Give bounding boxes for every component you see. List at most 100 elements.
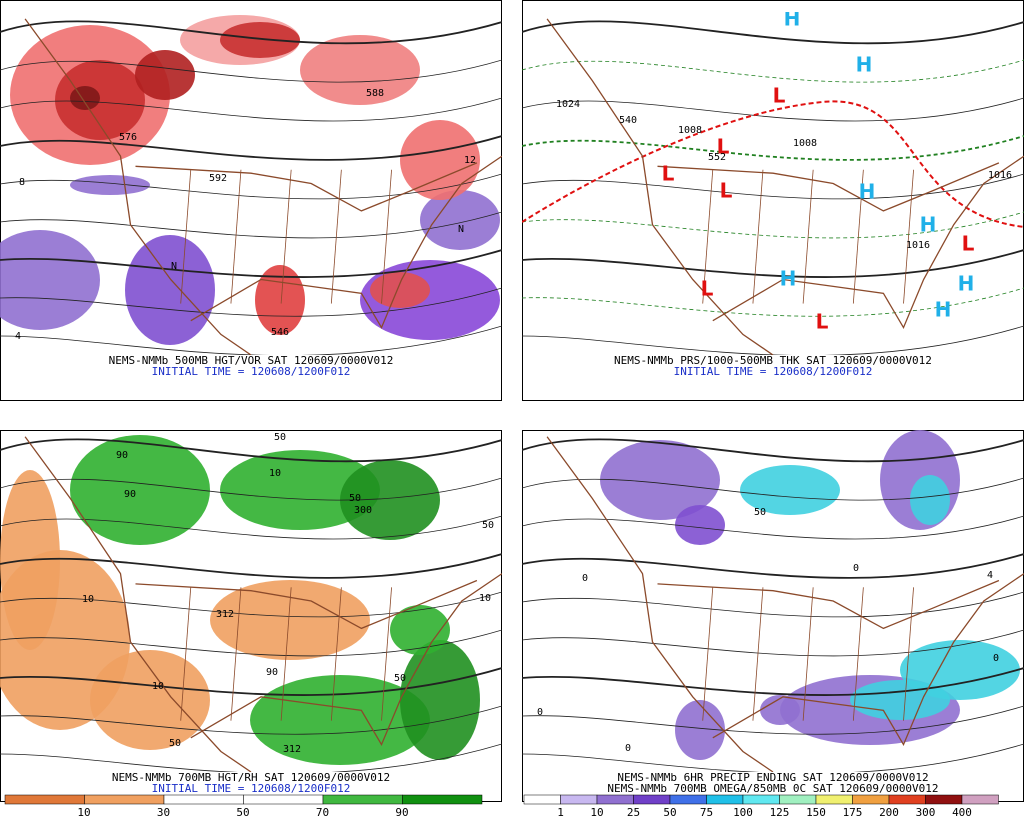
map-label: L bbox=[701, 277, 714, 301]
contour bbox=[0, 249, 502, 278]
map-label: 1008 bbox=[793, 138, 817, 149]
map-area: 592 588 576 546 8 12 4 N N bbox=[0, 15, 502, 355]
colorbar-cell bbox=[669, 794, 707, 805]
map-label: 8 bbox=[19, 177, 25, 188]
state-line bbox=[802, 587, 814, 721]
panel-subtitle: INITIAL TIME = 120608/1200F012 bbox=[674, 365, 873, 378]
colorbar-label: 10 bbox=[590, 806, 603, 819]
state-line bbox=[852, 587, 864, 721]
state-line bbox=[280, 587, 292, 721]
state-line bbox=[852, 169, 864, 304]
map-panel: 592 588 576 546 8 12 4 N N NEMS-NMMb 500MB HGT/VO… bbox=[0, 0, 502, 401]
map-label: 12 bbox=[464, 155, 476, 166]
map-label: L bbox=[773, 84, 786, 108]
contour bbox=[0, 743, 502, 772]
shaded-area bbox=[125, 235, 215, 345]
map-label: H bbox=[935, 298, 952, 322]
contour bbox=[0, 287, 502, 317]
map-panel: 909050105030031210105090503121050NEMS-NM… bbox=[0, 430, 502, 802]
contour bbox=[522, 173, 1024, 200]
colorbar-label: 90 bbox=[395, 806, 408, 819]
shaded-area bbox=[70, 435, 210, 545]
state-line bbox=[752, 169, 764, 304]
boundary bbox=[190, 155, 502, 330]
map-label: 312 bbox=[216, 609, 234, 620]
map-label: 1008 bbox=[678, 125, 702, 136]
state-line bbox=[702, 169, 714, 304]
panel-subtitle: INITIAL TIME = 120608/1200F012 bbox=[152, 782, 351, 795]
state-line bbox=[381, 169, 392, 304]
map-label: 10 bbox=[152, 681, 164, 692]
shaded-area bbox=[740, 465, 840, 515]
panel-title: NEMS-NMMb PRS/1000-500MB THK SAT 120609/… bbox=[614, 354, 932, 367]
map-label: 1024 bbox=[556, 99, 580, 110]
colorbar-label: 75 bbox=[700, 806, 713, 819]
shaded-area bbox=[300, 35, 420, 105]
shaded-area bbox=[220, 450, 380, 530]
contour bbox=[0, 667, 502, 696]
state-line bbox=[180, 587, 192, 721]
boundary bbox=[135, 162, 478, 212]
state-line bbox=[381, 587, 392, 721]
colorbar-cell bbox=[402, 794, 483, 805]
shaded-area bbox=[70, 175, 150, 195]
shaded-area bbox=[600, 440, 720, 520]
contour bbox=[522, 211, 1024, 239]
shaded-area bbox=[340, 460, 440, 540]
contour bbox=[522, 59, 1024, 83]
boundary bbox=[657, 579, 1000, 630]
shaded-area bbox=[400, 640, 480, 760]
contour bbox=[522, 249, 1024, 278]
colorbar-label: 125 bbox=[770, 806, 790, 819]
contour bbox=[522, 477, 1024, 501]
map-label: 540 bbox=[619, 115, 637, 126]
contour bbox=[0, 477, 502, 501]
shaded-area bbox=[255, 265, 305, 335]
shaded-area bbox=[220, 22, 300, 58]
map-label: L bbox=[662, 162, 675, 186]
shaded-area bbox=[70, 86, 100, 110]
panel-title: NEMS-NMMb 6HR PRECIP ENDING SAT 120609/0… bbox=[617, 771, 928, 784]
colorbar-cell bbox=[925, 794, 963, 805]
colorbar-cell bbox=[706, 794, 744, 805]
colorbar-cell bbox=[4, 794, 85, 805]
map-label: 50 bbox=[754, 507, 766, 518]
map-label: L bbox=[816, 310, 829, 334]
contour bbox=[522, 667, 1024, 696]
state-line bbox=[280, 169, 292, 304]
contour bbox=[522, 135, 1024, 161]
map-label: H bbox=[958, 272, 975, 296]
shaded-area bbox=[675, 700, 725, 760]
map-label: 50 bbox=[482, 520, 494, 531]
contour bbox=[0, 173, 502, 200]
shaded-area bbox=[55, 60, 145, 140]
contour bbox=[0, 591, 502, 618]
contour bbox=[522, 553, 1024, 579]
colorbar-cell bbox=[84, 794, 165, 805]
contour bbox=[522, 515, 1024, 540]
colorbar-label: 30 bbox=[157, 806, 170, 819]
colorbar-label: 25 bbox=[627, 806, 640, 819]
colorbar-label: 1 bbox=[557, 806, 564, 819]
state-line bbox=[180, 169, 192, 304]
map-label: H bbox=[859, 180, 876, 204]
map-label: 0 bbox=[582, 573, 588, 584]
shaded-area bbox=[675, 505, 725, 545]
map-label: 0 bbox=[537, 707, 543, 718]
colorbar-label: 100 bbox=[733, 806, 753, 819]
colorbar-cell bbox=[596, 794, 634, 805]
colorbar-label: 70 bbox=[316, 806, 329, 819]
contour bbox=[522, 705, 1024, 735]
shaded-area bbox=[390, 605, 450, 655]
shaded-area bbox=[135, 50, 195, 100]
shaded-area bbox=[370, 272, 430, 308]
colorbar-label: 200 bbox=[879, 806, 899, 819]
state-line bbox=[330, 587, 342, 721]
boundary bbox=[657, 162, 1000, 212]
map-label: 90 bbox=[116, 450, 128, 461]
colorbar-cell bbox=[852, 794, 890, 805]
boundary bbox=[546, 18, 774, 355]
map-label: L bbox=[720, 179, 733, 203]
contour bbox=[0, 97, 502, 122]
boundary bbox=[546, 436, 774, 772]
